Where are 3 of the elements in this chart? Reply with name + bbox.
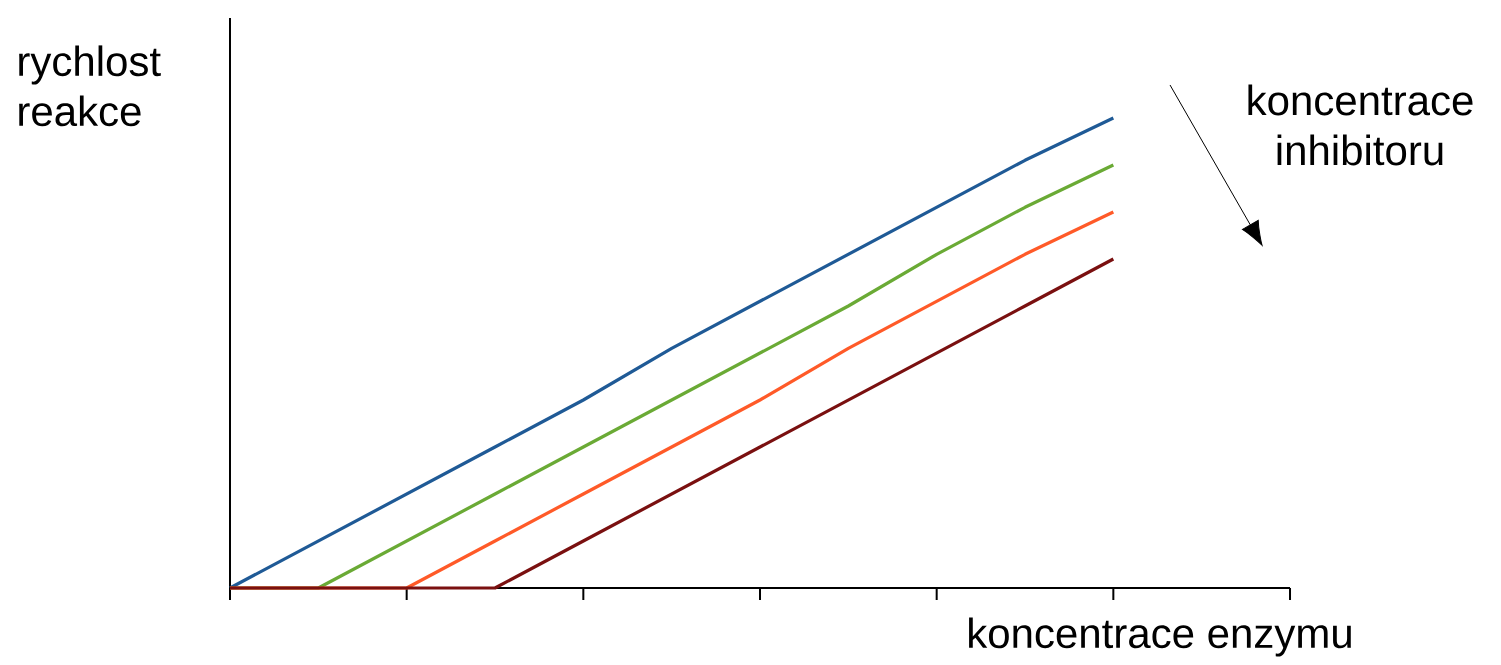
x-axis-title: koncentrace enzymu — [969, 617, 1351, 657]
annotation: koncentrace inhibitoru — [1248, 84, 1473, 166]
y-axis-title: rychlost reakce — [19, 45, 161, 127]
